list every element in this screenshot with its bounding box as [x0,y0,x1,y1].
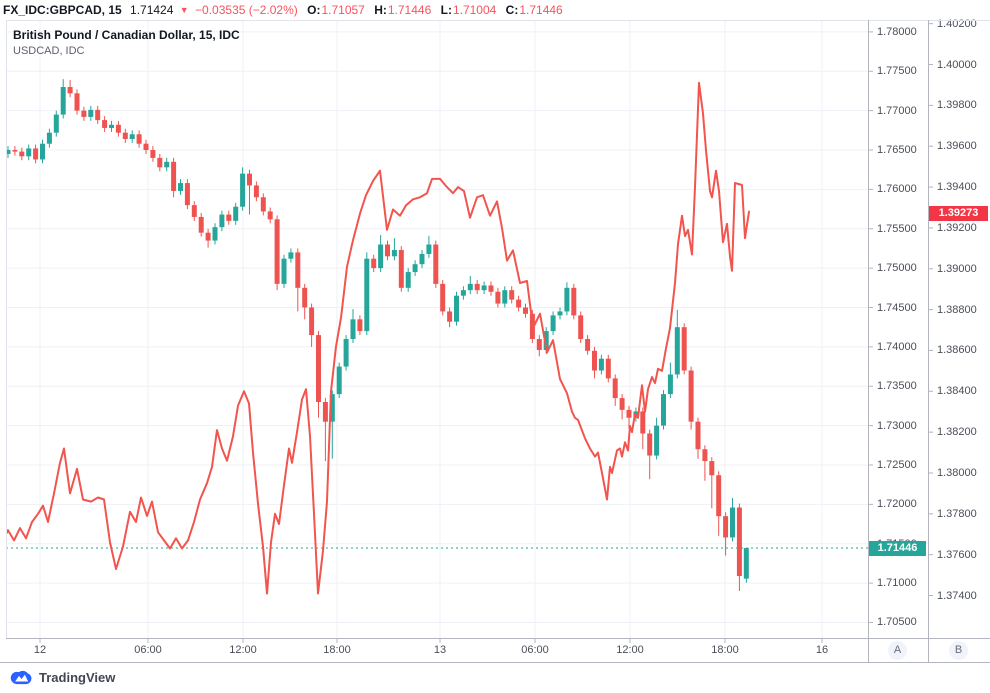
time-axis-label: 16 [815,644,829,656]
time-axis-label: 13 [433,644,447,656]
price-axis-label: 1.37600 [937,548,977,561]
usdcad-last-price-tag: 1.39273 [929,206,988,221]
high-value: 1.71446 [387,2,432,17]
time-axis-label: 12 [33,644,47,656]
bottom-border [0,662,990,663]
price-axis-label: 1.73500 [877,380,917,393]
price-axis-label: 1.74000 [877,340,917,353]
price-axis-label: 1.72500 [877,458,917,471]
price-axis-label: 1.39200 [937,221,977,234]
price-down-arrow-icon: ▼ [179,4,189,15]
price-axis-label: 1.77000 [877,104,917,117]
last-price: 1.71424 [130,2,174,17]
brand-text: TradingView [39,670,116,685]
price-axis-label: 1.78000 [877,25,917,38]
price-axis-label: 1.40000 [937,58,977,71]
high-label: H: [374,2,387,17]
time-axis-label: 06:00 [134,644,162,656]
close-label: C: [505,2,519,17]
price-axis-label: 1.75500 [877,222,917,235]
price-axis-label: 1.38400 [937,385,977,398]
price-axis-label: 1.77500 [877,65,917,78]
price-axis-label: 1.71000 [877,577,917,590]
low-value: 1.71004 [452,2,497,17]
inner-axis-border [868,20,869,662]
price-axis-label: 1.37800 [937,507,977,520]
tradingview-logo-icon [10,670,32,685]
price-axis-label: 1.38200 [937,426,977,439]
time-axis-label: 12:00 [229,644,257,656]
plot-top-border [6,20,990,21]
symbol-text[interactable]: FX_IDC:GBPCAD, 15 [3,2,122,17]
outer-axis-border [928,20,929,662]
usdcad-price-axis[interactable]: 1.40200 1.40000 1.39800 1.39600 1.39400 1.392… [928,18,990,638]
price-change: −0.03535 (−2.02%) [195,2,298,17]
time-axis-label: 06:00 [521,644,549,656]
price-axis-label: 1.70500 [877,616,917,629]
price-axis-label: 1.37400 [937,589,977,602]
scale-button-b[interactable]: B [949,641,968,660]
tradingview-brand[interactable]: TradingView [10,670,115,685]
close-value: 1.71446 [519,2,563,17]
gbpcad-last-price-tag: 1.71446 [869,541,926,556]
time-axis-label: 12:00 [616,644,644,656]
price-axis-label: 1.75000 [877,262,917,275]
time-axis-border [6,638,990,639]
scale-button-a[interactable]: A [888,641,907,660]
time-axis[interactable]: 12 06:00 12:00 18:00 13 06:00 12:00 18:00 16 [0,638,868,662]
price-axis-label: 1.38600 [937,344,977,357]
price-axis-label: 1.39600 [937,140,977,153]
plot-left-border [6,20,7,638]
price-axis-label: 1.76000 [877,183,917,196]
price-axis-label: 1.38800 [937,303,977,316]
legend-overlay-series[interactable]: USDCAD, IDC [13,45,85,57]
price-axis-label: 1.74500 [877,301,917,314]
time-axis-label: 18:00 [323,644,351,656]
ohlc-header-bar: FX_IDC:GBPCAD, 15 1.71424 ▼ −0.03535 (−2… [3,2,563,18]
time-axis-label: 18:00 [711,644,739,656]
price-axis-label: 1.38000 [937,466,977,479]
gbpcad-price-axis[interactable]: 1.78000 1.77500 1.77000 1.76500 1.76000 1.755… [868,20,928,638]
low-label: L: [440,2,452,17]
price-axis-label: 1.72000 [877,498,917,511]
price-axis-label: 1.39000 [937,262,977,275]
price-axis-label: 1.39800 [937,99,977,112]
legend-main-series[interactable]: British Pound / Canadian Dollar, 15, IDC [13,28,240,42]
price-axis-label: 1.76500 [877,144,917,156]
legend: British Pound / Canadian Dollar, 15, IDC… [13,27,240,59]
price-axis-label: 1.39400 [937,181,977,194]
open-value: 1.71057 [321,2,365,17]
price-axis-label: 1.73000 [877,419,917,432]
open-label: O: [307,2,321,17]
